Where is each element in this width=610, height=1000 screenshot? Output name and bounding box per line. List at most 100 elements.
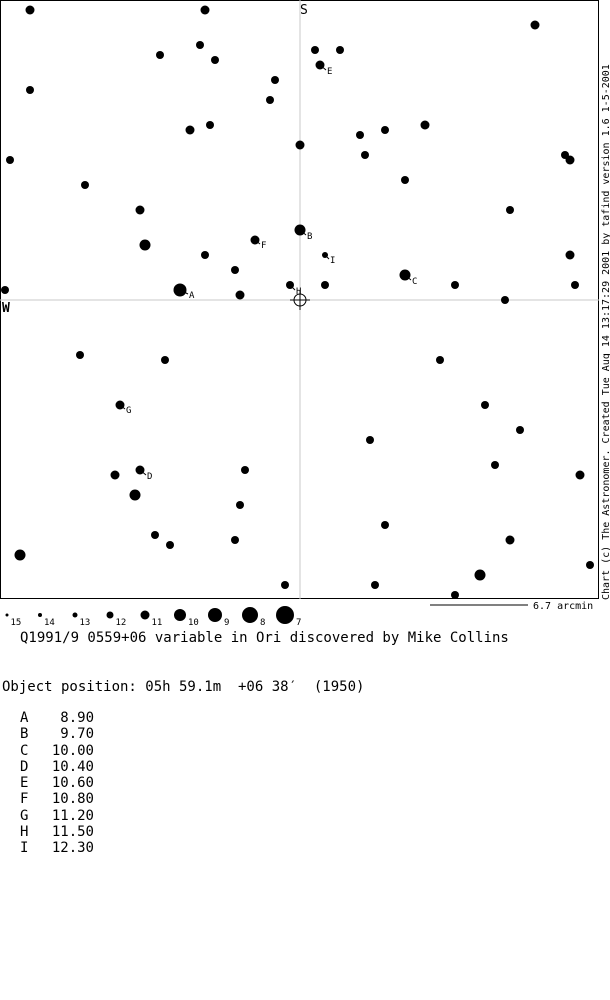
field-star [491, 461, 499, 469]
field-star [481, 401, 489, 409]
legend-dot-mag-9 [208, 608, 222, 622]
legend-dot-mag-7 [276, 606, 294, 624]
field-star [530, 20, 540, 30]
label-leader [254, 239, 261, 245]
field-star [295, 140, 305, 150]
field-star [356, 131, 364, 139]
legend-label-mag-13: 13 [80, 618, 91, 628]
star-magnitude: 11.50 [51, 824, 94, 841]
label-leader [179, 289, 189, 295]
south-label: S [300, 3, 308, 18]
legend-label-mag-8: 8 [260, 618, 265, 628]
field-star [311, 46, 319, 54]
field-star [401, 176, 409, 184]
label-leader [119, 404, 126, 410]
table-row: I 12.30 [20, 840, 94, 856]
star-label: D [20, 758, 29, 775]
chart-title: Q1991/9 0559+06 variable in Ori discover… [20, 630, 509, 646]
comparison-label-g: G [126, 406, 131, 416]
field-star [196, 41, 204, 49]
table-row: D 10.40 [20, 759, 94, 775]
legend-dot-mag-14 [38, 613, 42, 617]
label-leader [139, 469, 147, 476]
field-star [139, 239, 151, 251]
field-star [565, 155, 575, 165]
field-star [381, 521, 389, 529]
legend-dot-mag-13 [72, 612, 78, 618]
star-label: C [20, 742, 29, 759]
field-star [271, 76, 279, 84]
legend-label-mag-11: 11 [152, 618, 163, 628]
legend-dot-mag-8 [242, 607, 258, 623]
field-star [586, 561, 594, 569]
star-magnitude: 12.30 [51, 840, 94, 857]
magnitude-legend: 15 14 13 12 11 10 9 8 7 [5, 606, 301, 628]
field-star [501, 296, 509, 304]
field-star [201, 251, 209, 259]
field-star [26, 86, 34, 94]
field-star [1, 286, 9, 294]
legend-label-mag-15: 15 [11, 618, 22, 628]
field-star [156, 51, 164, 59]
star-magnitude: 11.20 [51, 807, 94, 824]
field-star [161, 356, 169, 364]
field-star [235, 290, 245, 300]
star-magnitude: 10.80 [51, 791, 94, 808]
field-star [81, 181, 89, 189]
field-star [241, 466, 249, 474]
field-star [110, 470, 120, 480]
finder-chart: A B C D E F G H I S W Chart (c) The Astronomer. … [0, 0, 610, 628]
field-star [371, 581, 379, 589]
label-leader [324, 254, 330, 260]
field-star [135, 205, 145, 215]
legend-label-mag-12: 12 [116, 618, 127, 628]
field-star [516, 426, 524, 434]
label-leader [319, 64, 327, 71]
field-star [451, 281, 459, 289]
field-star [266, 96, 274, 104]
legend-label-mag-10: 10 [188, 618, 199, 628]
legend-dot-mag-12 [106, 611, 114, 619]
legend-label-mag-9: 9 [224, 618, 229, 628]
field-star [336, 46, 344, 54]
star-magnitude: 9.70 [60, 726, 94, 743]
field-star [14, 549, 26, 561]
label-leader [404, 274, 412, 281]
field-star [166, 541, 174, 549]
west-label: W [2, 301, 10, 316]
field-star [236, 501, 244, 509]
comparison-label-e: E [327, 67, 332, 77]
table-row: H 11.50 [20, 824, 94, 840]
star-magnitude: 8.90 [60, 710, 94, 726]
legend-dot-mag-10 [174, 609, 186, 621]
legend-dot-mag-11 [140, 610, 150, 620]
star-label: E [20, 775, 29, 792]
field-star [565, 250, 575, 260]
comparison-label-h: H [296, 287, 301, 297]
field-star [231, 536, 239, 544]
field-star [436, 356, 444, 364]
field-star [185, 125, 195, 135]
star-magnitude: 10.60 [51, 775, 94, 792]
star-label: I [20, 840, 29, 857]
comparison-magnitude-table: A 8.90 B 9.70 C 10.00 D 10.40 E 10.60 F 10.80 G 11.20… [20, 710, 94, 857]
star-label: B [20, 726, 29, 743]
star-magnitude: 10.40 [51, 758, 94, 775]
field-star [200, 5, 210, 15]
comparison-labels: A B C D E F G H I [119, 64, 417, 482]
field-star [571, 281, 579, 289]
comparison-label-i: I [330, 256, 335, 266]
field-star [361, 151, 369, 159]
variable-marker [290, 290, 310, 310]
field-star [231, 266, 239, 274]
comparison-label-c: C [412, 277, 417, 287]
field-star [6, 156, 14, 164]
legend-dot-mag-15 [5, 613, 9, 617]
scale-label: 6.7 arcmin [533, 601, 593, 612]
label-leader [289, 284, 296, 291]
field-star [366, 436, 374, 444]
label-leader [299, 229, 307, 236]
star-label: F [20, 791, 29, 808]
field-star [451, 591, 459, 599]
field-star [211, 56, 219, 64]
